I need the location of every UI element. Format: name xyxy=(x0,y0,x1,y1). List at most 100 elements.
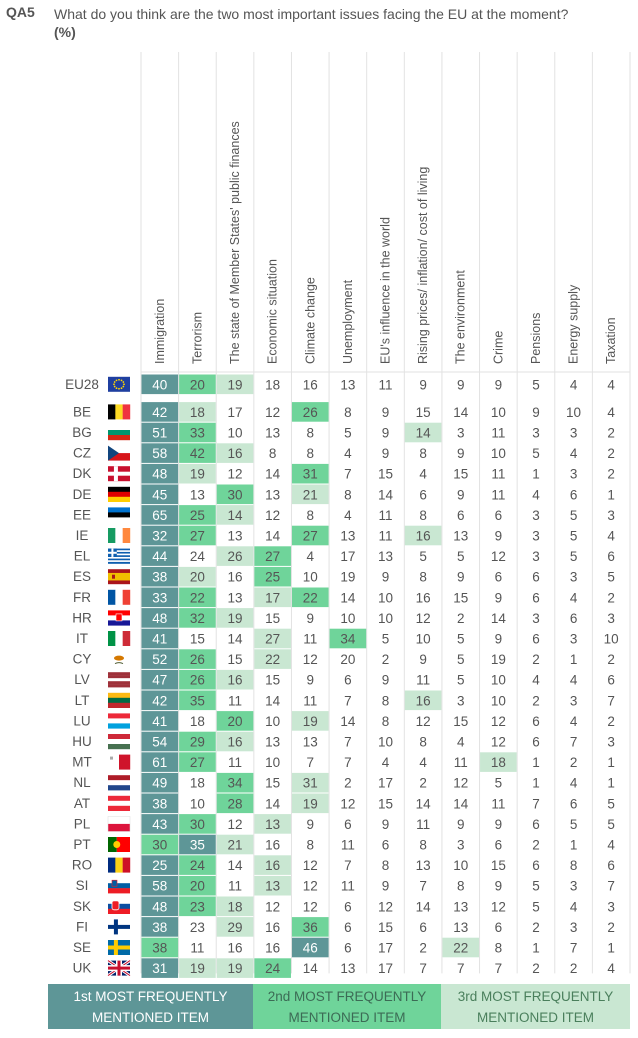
cell-value: 22 xyxy=(453,941,468,956)
cell-value: 13 xyxy=(228,590,243,605)
cell-value: 6 xyxy=(344,920,352,935)
flag-icon-pt xyxy=(108,837,130,852)
cell-value: 27 xyxy=(265,549,280,564)
row-country-label: IT xyxy=(76,631,88,646)
rank-1-cell-highlight xyxy=(141,917,179,937)
rank-1-cell-highlight xyxy=(141,690,179,711)
cell-value: 13 xyxy=(340,529,355,544)
flag-icon-at xyxy=(108,795,130,811)
column-header: Pensions xyxy=(529,313,543,364)
cell-value: 12 xyxy=(228,817,243,832)
rank-2-cell-highlight xyxy=(141,834,179,855)
flag-icon-lu xyxy=(108,713,130,729)
cell-value: 9 xyxy=(419,652,427,667)
legend-first-item: 1st MOST FREQUENTLY MENTIONED ITEM xyxy=(48,984,253,1029)
cell-value: 2 xyxy=(607,652,615,667)
cell-value: 4 xyxy=(570,714,578,729)
cell-value: 7 xyxy=(457,961,465,976)
cell-value: 7 xyxy=(419,879,427,894)
row-country-label: DK xyxy=(73,466,92,481)
row-country-label: RO xyxy=(72,858,92,873)
row-country-label: EE xyxy=(73,507,91,522)
cell-value: 6 xyxy=(532,632,540,647)
rank-1-cell-highlight xyxy=(141,649,179,669)
cell-value: 6 xyxy=(382,838,390,853)
cell-value: 61 xyxy=(152,755,167,770)
flag-icon-nl xyxy=(108,775,130,791)
cell-value: 30 xyxy=(152,838,167,853)
cell-value: 3 xyxy=(532,508,540,523)
cell-value: 19 xyxy=(340,570,355,585)
cell-value: 2 xyxy=(607,920,615,935)
cell-value: 7 xyxy=(607,693,615,708)
cell-value: 10 xyxy=(453,858,468,873)
rank-1-cell-highlight xyxy=(141,628,179,649)
rank-2-cell-highlight xyxy=(216,484,254,505)
cell-value: 3 xyxy=(570,632,578,647)
row-country-label: SI xyxy=(76,878,89,893)
row-country-label: EL xyxy=(74,549,91,564)
rank-3-cell-highlight xyxy=(216,505,254,525)
cell-value: 10 xyxy=(228,426,243,441)
cell-value: 11 xyxy=(228,879,242,894)
cell-value: 8 xyxy=(344,405,352,420)
cell-value: 3 xyxy=(457,693,465,708)
rank-1-cell-highlight xyxy=(291,937,329,958)
rank-2-cell-highlight xyxy=(291,587,329,608)
cell-value: 11 xyxy=(416,673,430,688)
cell-value: 38 xyxy=(152,796,167,811)
rank-2-cell-highlight xyxy=(179,690,216,711)
cell-value: 14 xyxy=(265,529,281,544)
cell-value: 6 xyxy=(570,796,578,811)
cell-value: 9 xyxy=(382,426,390,441)
cell-value: 47 xyxy=(152,673,167,688)
cell-value: 11 xyxy=(378,529,392,544)
rank-2-cell-highlight xyxy=(179,649,216,669)
rank-3-cell-highlight xyxy=(254,814,291,834)
cell-value: 17 xyxy=(378,961,393,976)
cell-value: 40 xyxy=(152,377,167,392)
cell-value: 27 xyxy=(190,755,205,770)
rank-1-cell-highlight xyxy=(141,587,179,608)
rank-1-cell-highlight xyxy=(141,855,179,875)
cell-value: 15 xyxy=(453,467,468,482)
rank-2-cell-highlight xyxy=(329,628,367,649)
rank-2-cell-highlight xyxy=(179,855,216,875)
cell-value: 6 xyxy=(532,590,540,605)
cell-value: 36 xyxy=(303,920,318,935)
cell-value: 30 xyxy=(190,817,205,832)
cell-value: 16 xyxy=(265,838,280,853)
cell-value: 33 xyxy=(152,590,167,605)
cell-value: 38 xyxy=(152,920,167,935)
cell-value: 58 xyxy=(152,879,167,894)
cell-value: 15 xyxy=(378,796,393,811)
rank-1-cell-highlight xyxy=(141,484,179,505)
cell-value: 6 xyxy=(570,487,578,502)
cell-value: 13 xyxy=(378,549,393,564)
cell-value: 13 xyxy=(265,879,280,894)
cell-value: 6 xyxy=(607,673,615,688)
rank-2-cell-highlight xyxy=(216,772,254,793)
cell-value: 11 xyxy=(454,755,468,770)
cell-value: 28 xyxy=(228,796,243,811)
legend-second-line1: 2nd MOST FREQUENTLY xyxy=(267,988,427,1004)
cell-value: 1 xyxy=(607,487,615,502)
cell-value: 13 xyxy=(453,529,468,544)
cell-value: 1 xyxy=(570,838,578,853)
cell-value: 8 xyxy=(419,508,427,523)
cell-value: 25 xyxy=(190,508,205,523)
cell-value: 34 xyxy=(228,776,244,791)
cell-value: 6 xyxy=(495,570,503,585)
cell-value: 12 xyxy=(303,652,318,667)
cell-value: 12 xyxy=(303,899,318,914)
cell-value: 1 xyxy=(532,776,540,791)
cell-value: 19 xyxy=(303,796,318,811)
rank-2-cell-highlight xyxy=(291,917,329,937)
cell-value: 32 xyxy=(190,611,205,626)
cell-value: 25 xyxy=(265,570,280,585)
cell-value: 10 xyxy=(303,570,318,585)
cell-value: 2 xyxy=(570,961,578,976)
cell-value: 14 xyxy=(228,632,244,647)
cell-value: 26 xyxy=(228,549,243,564)
rank-1-cell-highlight xyxy=(141,374,179,395)
